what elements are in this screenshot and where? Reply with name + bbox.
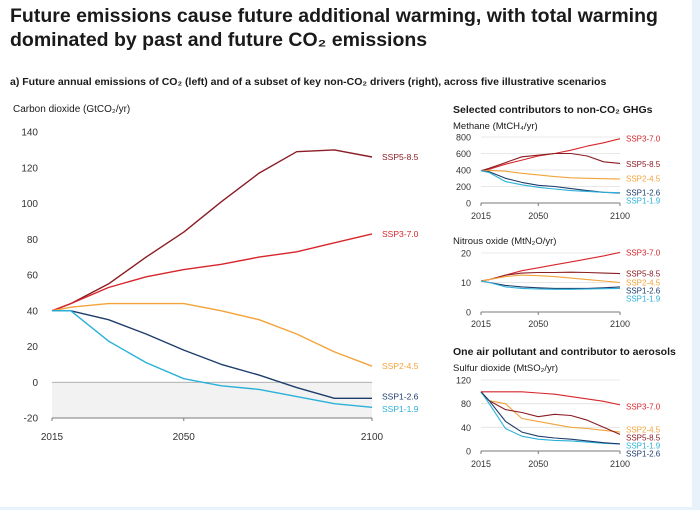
so2-xtick-label: 2050: [528, 459, 548, 469]
so2-label-ssp1-2-6: SSP1-2.6: [626, 450, 661, 459]
ghg-section-heading: Selected contributors to non-CO₂ GHGs: [453, 104, 653, 116]
methane-series-ssp3-7-0: [480, 138, 621, 172]
methane-series-ssp1-2-6: [480, 170, 621, 194]
n2o-label-ssp2-4-5: SSP2-4.5: [626, 279, 661, 288]
co2-axis-title: Carbon dioxide (GtCO₂/yr): [13, 104, 130, 115]
methane-series-ssp5-8-5: [480, 152, 621, 172]
co2-series-ssp1-2-6: [52, 310, 372, 399]
aerosol-section-heading: One air pollutant and contributor to aer…: [453, 346, 676, 358]
so2-axis-title: Sulfur dioxide (MtSO₂/yr): [453, 363, 558, 374]
n2o-series-ssp5-8-5: [480, 271, 621, 282]
title-line-1: Future emissions cause future additional…: [10, 5, 658, 27]
n2o-series-ssp2-4-5: [480, 274, 621, 284]
co2-label-ssp1-1-9: SSP1-1.9: [382, 404, 419, 414]
co2-ytick-label: 40: [27, 306, 39, 317]
methane-ytick-label: 200: [456, 182, 471, 192]
so2-series-ssp1-2-6: [480, 391, 621, 445]
co2-negative-band: [52, 382, 372, 418]
methane-xtick-label: 2100: [610, 211, 630, 221]
n2o-xtick-label: 2100: [610, 319, 630, 329]
so2-ytick-label: 40: [461, 423, 471, 433]
figure-title: Future emissions cause future additional…: [10, 4, 690, 52]
so2-xtick-label: 2100: [610, 459, 630, 469]
methane-ytick-label: 0: [466, 199, 471, 209]
methane-label-ssp1-2-6: SSP1-2.6: [626, 188, 661, 197]
so2-ytick-label: 120: [456, 376, 471, 386]
co2-xtick-label: 2100: [361, 432, 384, 443]
co2-ytick-label: 140: [21, 128, 38, 139]
co2-series-ssp5-8-5: [51, 149, 373, 312]
methane-series-ssp2-4-5: [480, 169, 621, 180]
co2-series-ssp3-7-0: [51, 233, 373, 312]
methane-series-ssp1-1-9: [480, 170, 621, 194]
page-edge: [692, 0, 700, 510]
co2-series-ssp1-1-9: [52, 310, 373, 408]
n2o-label-ssp1-1-9: SSP1-1.9: [626, 295, 661, 304]
methane-label-ssp5-8-5: SSP5-8.5: [626, 160, 661, 169]
co2-ytick-label: 60: [27, 271, 39, 282]
so2-ytick-label: 80: [461, 399, 471, 409]
co2-ytick-label: 120: [21, 163, 38, 174]
title-line-2: dominated by past and future CO₂ emissio…: [10, 29, 428, 51]
n2o-ytick-label: 20: [461, 249, 471, 259]
co2-ytick-label: 20: [27, 342, 39, 353]
n2o-ytick-label: 0: [466, 308, 471, 318]
co2-ytick-label: 0: [32, 378, 38, 389]
methane-label-ssp1-1-9: SSP1-1.9: [626, 196, 661, 205]
co2-xtick-label: 2050: [173, 432, 196, 443]
n2o-axis-title: Nitrous oxide (MtN₂O/yr): [453, 236, 556, 247]
panel-a-subtitle: a) Future annual emissions of CO₂ (left)…: [10, 76, 607, 88]
n2o-series-ssp1-2-6: [480, 280, 621, 289]
methane-xtick-label: 2050: [528, 211, 548, 221]
methane-label-ssp2-4-5: SSP2-4.5: [626, 174, 661, 183]
methane-ytick-label: 400: [456, 166, 471, 176]
n2o-series-ssp1-1-9: [480, 280, 621, 290]
methane-ytick-label: 800: [456, 133, 471, 143]
so2-label-ssp1-1-9: SSP1-1.9: [626, 442, 661, 451]
so2-xtick-label: 2015: [471, 459, 491, 469]
co2-label-ssp3-7-0: SSP3-7.0: [382, 229, 419, 239]
so2-series-ssp5-8-5: [480, 391, 621, 435]
so2-series-ssp2-4-5: [480, 391, 621, 433]
so2-label-ssp2-4-5: SSP2-4.5: [626, 426, 661, 435]
n2o-label-ssp5-8-5: SSP5-8.5: [626, 270, 661, 279]
co2-series-ssp2-4-5: [51, 302, 373, 367]
methane-axis-title: Methane (MtCH₄/yr): [453, 121, 538, 132]
co2-xtick-label: 2015: [41, 432, 64, 443]
co2-ytick-label: 80: [27, 235, 39, 246]
so2-series-ssp3-7-0: [481, 391, 621, 406]
co2-label-ssp1-2-6: SSP1-2.6: [382, 392, 419, 402]
n2o-xtick-label: 2050: [528, 319, 548, 329]
co2-label-ssp2-4-5: SSP2-4.5: [382, 361, 419, 371]
so2-ytick-label: 0: [466, 447, 471, 457]
methane-ytick-label: 600: [456, 149, 471, 159]
co2-ytick-label: -20: [24, 414, 39, 425]
methane-xtick-label: 2015: [471, 211, 491, 221]
co2-ytick-label: 100: [21, 199, 38, 210]
n2o-label-ssp3-7-0: SSP3-7.0: [626, 248, 661, 257]
n2o-ytick-label: 10: [461, 278, 471, 288]
n2o-label-ssp1-2-6: SSP1-2.6: [626, 287, 661, 296]
methane-label-ssp3-7-0: SSP3-7.0: [626, 135, 661, 144]
co2-label-ssp5-8-5: SSP5-8.5: [382, 152, 419, 162]
so2-label-ssp3-7-0: SSP3-7.0: [626, 403, 661, 412]
n2o-xtick-label: 2015: [471, 319, 491, 329]
so2-series-ssp1-1-9: [480, 391, 621, 445]
so2-label-ssp5-8-5: SSP5-8.5: [626, 434, 661, 443]
